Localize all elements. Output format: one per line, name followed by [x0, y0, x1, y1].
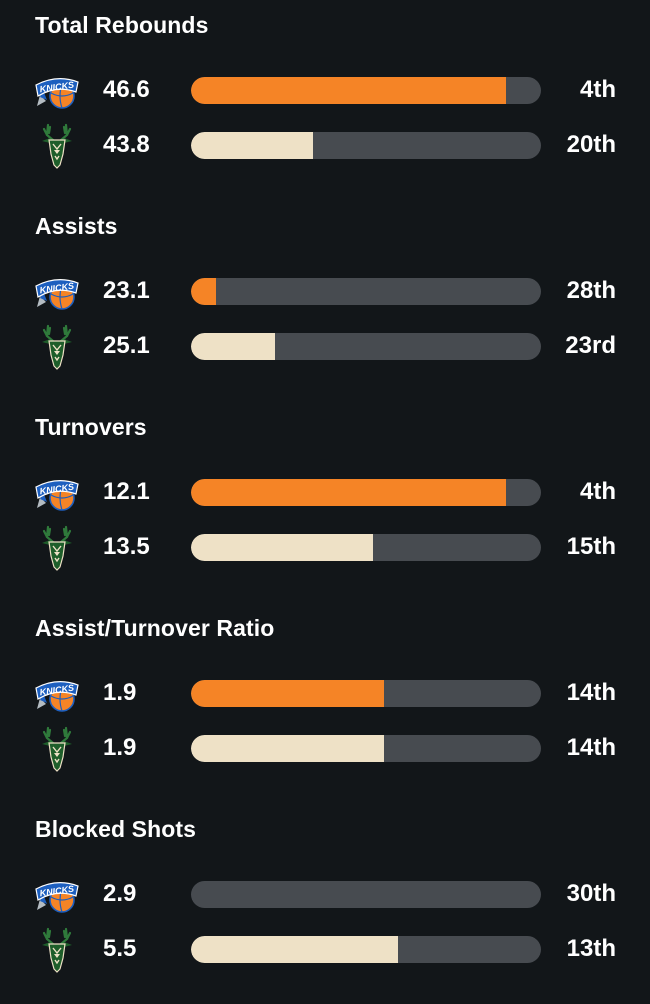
- team-row-bucks: 43.8 20th: [0, 121, 650, 169]
- stat-value: 46.6: [103, 76, 150, 103]
- stat-rank: 28th: [566, 277, 616, 304]
- team-row-knicks: 2.9 30th: [0, 870, 650, 918]
- stat-value: 12.1: [103, 478, 150, 505]
- stat-rank: 20th: [566, 131, 616, 158]
- stat-rank: 13th: [566, 935, 616, 962]
- team-row-bucks: 25.1 23rd: [0, 322, 650, 370]
- team-row-bucks: 13.5 15th: [0, 523, 650, 571]
- team-row-bucks: 1.9 14th: [0, 724, 650, 772]
- bar-fill-knicks: [191, 479, 506, 506]
- stat-value: 2.9: [103, 880, 137, 907]
- bucks-logo-icon: [34, 724, 80, 772]
- stat-rank: 14th: [566, 734, 616, 761]
- bar-track: [191, 479, 541, 506]
- bar-fill-knicks: [191, 278, 216, 305]
- bar-fill-bucks: [191, 936, 398, 963]
- knicks-logo-icon: [34, 468, 80, 516]
- knicks-logo-icon: [34, 66, 80, 114]
- stat-value: 5.5: [103, 935, 137, 962]
- team-row-knicks: 1.9 14th: [0, 669, 650, 717]
- stat-value: 13.5: [103, 533, 150, 560]
- bar-track: [191, 333, 541, 360]
- stat-rank: 4th: [580, 76, 616, 103]
- bar-fill-bucks: [191, 333, 275, 360]
- bar-track: [191, 534, 541, 561]
- stat-value: 23.1: [103, 277, 150, 304]
- bar-fill-bucks: [191, 735, 384, 762]
- stat-title: Total Rebounds: [35, 12, 209, 38]
- team-row-knicks: 23.1 28th: [0, 267, 650, 315]
- stat-title: Blocked Shots: [35, 816, 197, 842]
- stat-title: Turnovers: [35, 414, 147, 440]
- knicks-logo-icon: [34, 669, 80, 717]
- stat-section: Total Rebounds 46.6 4th 43.8 20th: [0, 0, 650, 200]
- knicks-logo-icon: [34, 870, 80, 918]
- bar-track: [191, 77, 541, 104]
- stat-value: 1.9: [103, 679, 137, 706]
- stat-value: 1.9: [103, 734, 137, 761]
- bar-fill-knicks: [191, 77, 506, 104]
- bar-track: [191, 132, 541, 159]
- stat-section: Assist/Turnover Ratio 1.9 14th 1.9 14th: [0, 603, 650, 803]
- stat-rank: 15th: [566, 533, 616, 560]
- bar-fill-bucks: [191, 534, 373, 561]
- bucks-logo-icon: [34, 322, 80, 370]
- stat-section: Blocked Shots 2.9 30th 5.5 13th: [0, 804, 650, 1004]
- bar-track: [191, 680, 541, 707]
- team-row-knicks: 46.6 4th: [0, 66, 650, 114]
- knicks-logo-icon: [34, 267, 80, 315]
- stat-title: Assist/Turnover Ratio: [35, 615, 275, 641]
- stat-rank: 23rd: [565, 332, 616, 359]
- stat-section: Assists 23.1 28th 25.1 23rd: [0, 201, 650, 401]
- stat-rank: 14th: [566, 679, 616, 706]
- bucks-logo-icon: [34, 925, 80, 973]
- bar-track: [191, 936, 541, 963]
- bar-fill-bucks: [191, 132, 313, 159]
- stat-value: 25.1: [103, 332, 150, 359]
- stat-title: Assists: [35, 213, 118, 239]
- stat-rank: 30th: [566, 880, 616, 907]
- stat-value: 43.8: [103, 131, 150, 158]
- bar-fill-knicks: [191, 680, 384, 707]
- stat-section: Turnovers 12.1 4th 13.5 15th: [0, 402, 650, 602]
- stat-rank: 4th: [580, 478, 616, 505]
- bar-track: [191, 735, 541, 762]
- bar-track: [191, 881, 541, 908]
- bar-track: [191, 278, 541, 305]
- team-row-knicks: 12.1 4th: [0, 468, 650, 516]
- bucks-logo-icon: [34, 121, 80, 169]
- team-row-bucks: 5.5 13th: [0, 925, 650, 973]
- bucks-logo-icon: [34, 523, 80, 571]
